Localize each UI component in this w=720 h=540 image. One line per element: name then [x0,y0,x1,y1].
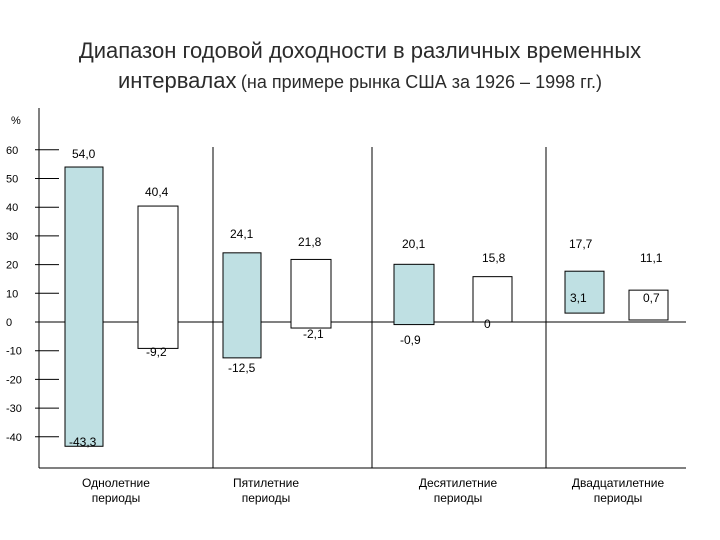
stock-max-label: 17,7 [569,237,593,251]
bond-bar [290,258,332,329]
stock-min-label: -0,9 [400,333,421,347]
category-label: Десятилетние [419,476,498,490]
stock-min-label: -12,5 [228,361,256,375]
bond-min-label: -9,2 [146,345,167,359]
bond-min-label: 0 [484,317,491,331]
bond-min-label: -2,1 [303,327,324,341]
title-line-2-sub: (на примере рынка США за 1926 – 1998 гг.… [240,72,603,92]
stock-max-label: 54,0 [72,147,96,161]
y-tick-label: 60 [6,145,18,157]
category-label: Двадцатилетние [572,476,665,490]
stock-bar [64,166,104,447]
bond-bar [472,276,513,323]
y-tick-label: -30 [6,403,22,415]
category-label: периоды [434,491,483,505]
y-tick-label: 40 [6,202,18,214]
chart-title: Диапазон годовой доходности в различных … [0,36,720,99]
stock-min-label: -43,3 [69,435,97,449]
y-tick-label: -40 [6,432,22,444]
bond-max-label: 21,8 [298,235,322,249]
y-axis-label: % [11,115,21,127]
stock-min-label: 3,1 [570,291,587,305]
y-tick-label: -20 [6,374,22,386]
bond-max-label: 15,8 [482,251,506,265]
y-tick-label: 0 [6,317,12,329]
bond-max-label: 40,4 [145,185,169,199]
bars [64,166,669,447]
y-tick-label: -10 [6,346,22,358]
bond-min-label: 0,7 [643,291,660,305]
category-label: периоды [242,491,291,505]
bond-max-label: 11,1 [640,251,663,265]
category-label: периоды [594,491,643,505]
y-tick-label: 30 [6,231,18,243]
y-tick-label: 50 [6,174,18,186]
stock-bar [393,263,435,326]
title-line-1: Диапазон годовой доходности в различных … [78,38,642,63]
stock-max-label: 24,1 [230,227,254,241]
bond-bar [628,289,669,321]
title-line-2-main: интервалах [117,68,237,93]
stock-max-label: 20,1 [402,237,426,251]
stock-bar [564,270,605,314]
y-tick-label: 10 [6,288,18,300]
category-label: Однолетние [82,476,150,490]
labels: 54,0 -43,3 24,1 -12,5 20,1 -0,9 17,7 3,1 40,4 -9,… [69,147,664,505]
category-label: периоды [92,491,141,505]
stock-bar [222,252,262,359]
category-label: Пятилетние [233,476,299,490]
y-tick-label: 20 [6,260,18,272]
bond-bar [137,205,179,349]
